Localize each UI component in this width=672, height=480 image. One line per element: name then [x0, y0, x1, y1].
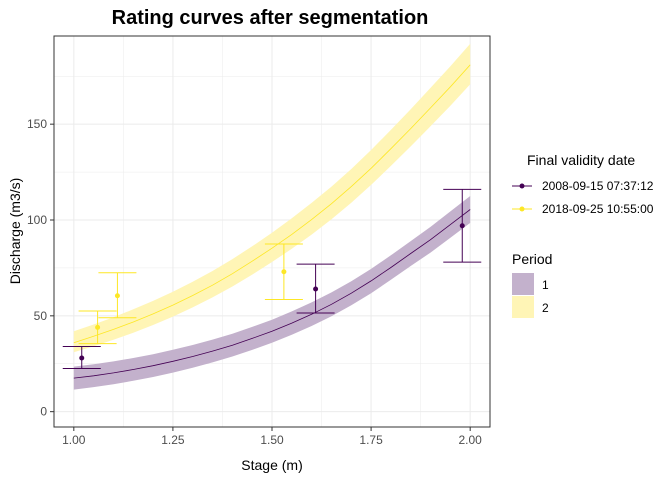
legend-point-swatch [519, 206, 525, 212]
legend-validity-date-title: Final validity date [527, 152, 635, 168]
uncertainty-band-period-1 [73, 196, 471, 390]
legend-validity-date-entry-1: 2008-09-15 07:37:12 [512, 179, 654, 193]
gauging-point [313, 286, 319, 292]
legend-validity-date: Final validity date 2008-09-15 07:37:12 … [512, 152, 654, 216]
median-curve-period-2 [73, 64, 471, 344]
legend-validity-date-label-2: 2018-09-25 10:55:00 [542, 202, 654, 216]
chart-title: Rating curves after segmentation [112, 7, 429, 29]
gauging-points [62, 188, 482, 370]
gauging-point [79, 355, 85, 361]
legend-period-entry-1: 1 [512, 273, 549, 295]
x-tick-label: 1.25 [161, 433, 185, 447]
gauging-1 [443, 188, 482, 263]
legend-point-swatch [519, 183, 525, 189]
y-tick-label: 0 [40, 405, 47, 419]
grid-lines [54, 36, 490, 427]
legend-period: Period 1 2 [512, 251, 552, 318]
gauging-2 [264, 243, 303, 301]
y-tick-label: 150 [27, 117, 47, 131]
gauging-1 [62, 346, 101, 370]
legend-period-entry-2: 2 [512, 296, 549, 318]
gauging-point [459, 223, 465, 229]
x-tick-label: 1.00 [62, 433, 86, 447]
uncertainty-bands [73, 43, 471, 390]
median-curve-period-1 [73, 209, 471, 379]
legend-period-label-2: 2 [542, 301, 549, 315]
x-tick-label: 1.50 [260, 433, 284, 447]
legend-period-label-1: 1 [542, 278, 549, 292]
gauging-point [95, 324, 101, 330]
x-axis-ticks: 1.00 1.25 1.50 1.75 2.00 [62, 427, 482, 447]
x-axis-label: Stage (m) [241, 457, 302, 473]
y-tick-label: 50 [34, 309, 48, 323]
gauging-1 [296, 263, 335, 314]
y-axis-ticks: 0 50 100 150 [27, 117, 54, 419]
gauging-2 [98, 272, 137, 319]
median-curves [73, 64, 471, 379]
x-tick-label: 2.00 [459, 433, 483, 447]
x-tick-label: 1.75 [359, 433, 383, 447]
legend-validity-date-entry-2: 2018-09-25 10:55:00 [512, 202, 654, 216]
gauging-point [114, 293, 120, 299]
gauging-point [281, 269, 287, 275]
y-axis-label: Discharge (m3/s) [7, 178, 23, 285]
y-tick-label: 100 [27, 213, 47, 227]
legend-fill-swatch [512, 273, 534, 295]
legend-period-title: Period [512, 251, 552, 267]
gauging-2 [78, 310, 117, 345]
legend-validity-date-label-1: 2008-09-15 07:37:12 [542, 179, 654, 193]
legend-fill-swatch [512, 296, 534, 318]
uncertainty-band-period-2 [73, 43, 471, 353]
